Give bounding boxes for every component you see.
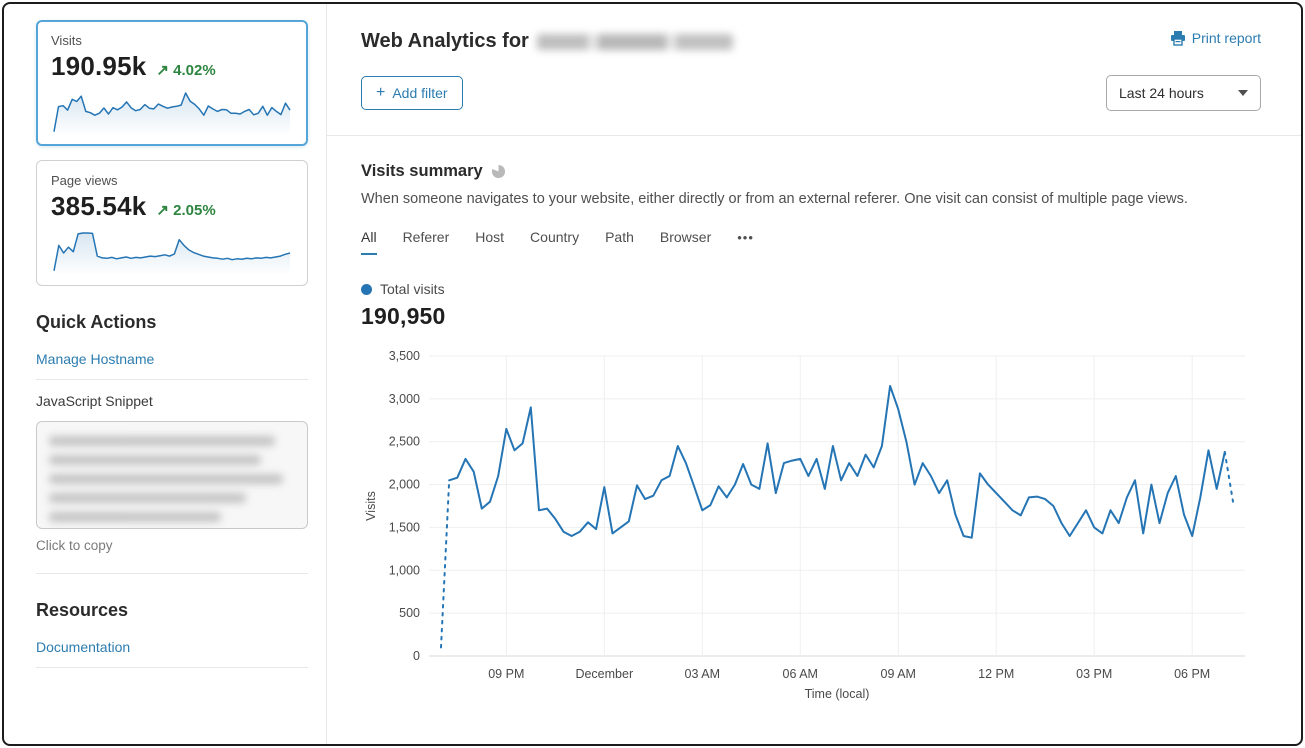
redacted-code-line [49, 455, 261, 465]
tab-path[interactable]: Path [605, 229, 634, 245]
pie-chart-help-icon[interactable] [491, 164, 506, 179]
add-filter-button[interactable]: + Add filter [361, 76, 463, 110]
svg-text:Visits: Visits [364, 491, 378, 521]
svg-text:0: 0 [413, 649, 420, 663]
metric-delta: ↗ 4.02% [156, 62, 216, 79]
svg-text:03 PM: 03 PM [1076, 667, 1112, 681]
main-content: Web Analytics for Print report + Add fil… [327, 4, 1301, 744]
svg-text:06 AM: 06 AM [783, 667, 818, 681]
metric-delta: ↗ 2.05% [156, 202, 216, 219]
page-views-sparkline [53, 232, 291, 276]
javascript-snippet-label: JavaScript Snippet [36, 393, 153, 409]
svg-text:500: 500 [399, 606, 420, 620]
svg-text:1,000: 1,000 [389, 563, 420, 577]
visits-summary-description: When someone navigates to your website, … [361, 191, 1188, 207]
chevron-down-icon [1238, 90, 1248, 96]
redacted-code-line [49, 436, 276, 446]
manage-hostname-link[interactable]: Manage Hostname [36, 351, 155, 367]
metric-value: 190.95k [51, 51, 147, 81]
svg-text:Time (local): Time (local) [805, 687, 870, 701]
svg-text:06 PM: 06 PM [1174, 667, 1210, 681]
svg-text:03 AM: 03 AM [685, 667, 720, 681]
legend-dot-icon [361, 283, 372, 295]
page-title: Web Analytics for [361, 30, 733, 53]
visits-sparkline [53, 92, 291, 136]
plus-icon: + [376, 84, 386, 101]
svg-text:2,500: 2,500 [389, 435, 420, 449]
total-visits-value: 190,950 [361, 303, 446, 329]
tab-more[interactable]: ••• [737, 229, 754, 245]
click-to-copy-hint: Click to copy [36, 538, 113, 553]
sidebar: Visits 190.95k ↗ 4.02% Page views 385.54… [4, 4, 327, 744]
visits-summary-title: Visits summary [361, 162, 483, 180]
divider [36, 573, 308, 574]
trend-up-icon: ↗ [156, 62, 169, 79]
trend-up-icon: ↗ [156, 202, 169, 219]
tab-host[interactable]: Host [475, 229, 505, 245]
divider [36, 379, 308, 380]
date-range-select[interactable]: Last 24 hours [1106, 75, 1261, 111]
javascript-snippet-code-box[interactable] [36, 421, 308, 529]
documentation-link[interactable]: Documentation [36, 639, 131, 655]
redacted-code-line [49, 474, 283, 484]
svg-text:3,000: 3,000 [389, 392, 420, 406]
visits-line-chart: 0 500 1,000 1,500 2,000 2,500 3,000 3,500 09 PM D… [361, 342, 1261, 709]
redacted-code-line [49, 493, 246, 503]
svg-text:December: December [575, 667, 633, 681]
tab-referer[interactable]: Referer [402, 229, 450, 245]
metric-value: 385.54k [51, 191, 147, 221]
redacted-code-line [49, 512, 222, 522]
metric-label: Page views [51, 173, 118, 188]
line-chart-svg: 0 500 1,000 1,500 2,000 2,500 3,000 3,500 09 PM D… [364, 349, 1245, 701]
svg-text:3,500: 3,500 [389, 349, 420, 363]
printer-icon [1170, 31, 1185, 46]
print-report-link[interactable]: Print report [1170, 30, 1261, 46]
metric-card-page-views[interactable]: Page views 385.54k ↗ 2.05% [36, 160, 308, 286]
tab-all[interactable]: All [361, 227, 377, 255]
tab-country[interactable]: Country [530, 229, 580, 245]
svg-text:1,500: 1,500 [389, 520, 420, 534]
legend-label: Total visits [380, 281, 445, 297]
redacted-domain [536, 33, 733, 50]
metric-card-visits[interactable]: Visits 190.95k ↗ 4.02% [36, 20, 308, 146]
metric-label: Visits [51, 33, 82, 48]
quick-actions-heading: Quick Actions [36, 312, 157, 332]
svg-text:12 PM: 12 PM [978, 667, 1014, 681]
chart-legend: Total visits [361, 281, 1261, 297]
svg-text:09 PM: 09 PM [488, 667, 524, 681]
divider [327, 135, 1301, 136]
tab-browser[interactable]: Browser [659, 229, 712, 245]
summary-tabs: All Referer Host Country Path Browser ••• [361, 227, 1261, 255]
svg-text:09 AM: 09 AM [881, 667, 916, 681]
divider [36, 667, 308, 668]
resources-heading: Resources [36, 600, 129, 620]
date-range-value: Last 24 hours [1119, 85, 1204, 101]
svg-text:2,000: 2,000 [389, 478, 420, 492]
